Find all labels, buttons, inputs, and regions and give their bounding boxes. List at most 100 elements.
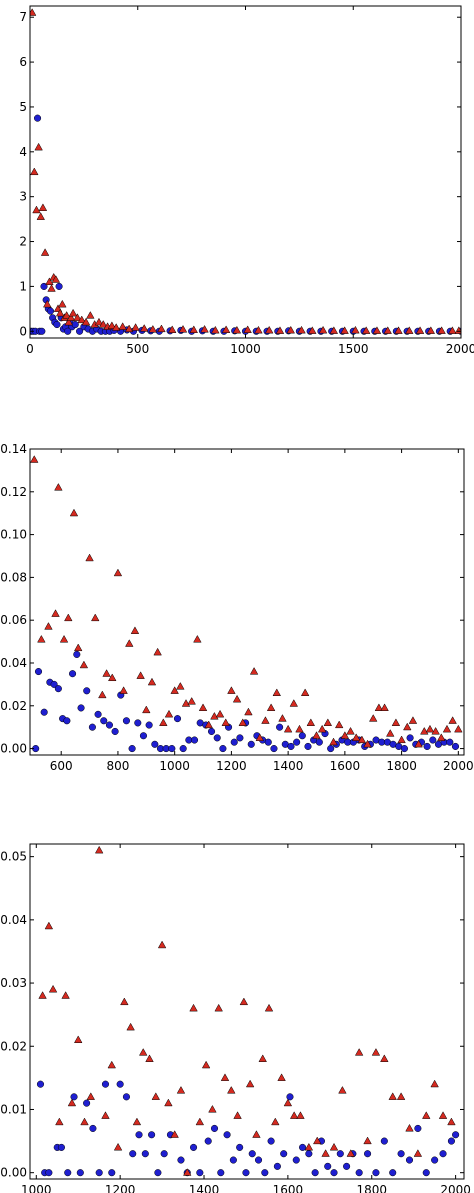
circle-point xyxy=(451,742,460,750)
triangle-point xyxy=(448,716,457,724)
triangle-point xyxy=(34,142,43,151)
triangle-point xyxy=(73,643,83,652)
triangle-point xyxy=(346,726,355,735)
x-tick-label: 1800 xyxy=(356,1183,387,1193)
plot-markers xyxy=(36,845,460,1177)
triangle-point xyxy=(374,703,384,711)
triangle-point xyxy=(64,317,74,326)
plot-frame xyxy=(29,843,465,1180)
triangle-point xyxy=(176,1085,186,1094)
x-tick-label: 1000 xyxy=(159,759,190,773)
triangle-point xyxy=(420,726,429,735)
triangle-point xyxy=(278,714,287,722)
circle-point xyxy=(53,320,61,329)
circle-point xyxy=(431,1156,439,1164)
triangle-point xyxy=(391,718,401,726)
triangle-point xyxy=(30,455,39,463)
circle-point xyxy=(423,742,431,750)
y-tick-label: 0.03 xyxy=(0,976,27,990)
triangle-point xyxy=(403,722,412,731)
triangle-point xyxy=(396,1092,406,1100)
triangle-point xyxy=(126,1022,135,1031)
triangle-point xyxy=(244,707,253,716)
circle-point xyxy=(343,1162,351,1170)
y-tick-label: 0 xyxy=(19,324,27,338)
y-tick-label: 0.04 xyxy=(0,913,27,927)
triangle-point xyxy=(47,284,56,292)
triangle-point xyxy=(107,1060,116,1069)
triangle-point xyxy=(255,733,264,741)
circle-point xyxy=(83,1099,91,1107)
triangle-series xyxy=(30,8,461,334)
circle-series xyxy=(30,114,461,335)
triangle-point xyxy=(232,694,242,703)
circle-point xyxy=(264,738,272,746)
triangle-point xyxy=(405,326,414,334)
circle-point xyxy=(46,307,55,315)
triangle-point xyxy=(431,726,440,735)
circle-point xyxy=(64,1169,72,1177)
triangle-point xyxy=(159,718,168,726)
chart-panel-3: 1000 1200 1400 1600 1800 2000 0.00 0.01 0.02 0.03… xyxy=(0,843,471,1193)
triangle-point xyxy=(73,1035,83,1043)
circle-point xyxy=(400,745,408,753)
plot-frame xyxy=(29,5,462,339)
triangle-point xyxy=(164,1098,173,1107)
circle-point xyxy=(276,723,284,731)
triangle-point xyxy=(442,724,452,733)
circle-point xyxy=(57,1143,66,1151)
circle-point xyxy=(83,687,91,695)
triangle-point xyxy=(198,703,208,711)
triangle-point xyxy=(264,1003,274,1012)
circle-point xyxy=(73,650,81,658)
circle-point xyxy=(330,1169,338,1177)
circle-point xyxy=(236,1143,244,1151)
triangle-point xyxy=(153,647,162,656)
triangle-series xyxy=(30,455,463,748)
triangle-point xyxy=(426,326,436,334)
circle-point xyxy=(270,745,278,753)
triangle-point xyxy=(388,1092,397,1100)
y-tick-label: 0.08 xyxy=(0,570,27,584)
circle-point xyxy=(129,1150,137,1158)
y-tick-label: 0.10 xyxy=(0,528,27,542)
triangle-point xyxy=(38,203,48,211)
triangle-point xyxy=(132,1117,142,1126)
triangle-point xyxy=(195,1117,205,1126)
triangle-point xyxy=(346,1149,356,1157)
x-tick-label: 1200 xyxy=(216,759,247,773)
plot-frame xyxy=(29,448,465,756)
triangle-point xyxy=(204,720,213,729)
circle-point xyxy=(355,1169,363,1177)
circle-point xyxy=(45,1169,53,1177)
triangle-point xyxy=(252,1130,261,1138)
circle-point xyxy=(213,734,221,742)
circle-point xyxy=(315,738,323,746)
triangle-point xyxy=(340,326,349,334)
x-tick-label: 1400 xyxy=(273,759,304,773)
circle-point xyxy=(439,1150,447,1158)
plot-markers xyxy=(30,8,461,335)
triangle-point xyxy=(300,688,310,696)
y-tick-label: 0.12 xyxy=(0,485,27,499)
triangle-point xyxy=(295,724,304,733)
triangle-point xyxy=(36,212,45,220)
circle-point xyxy=(122,1093,130,1101)
x-tick-label: 1400 xyxy=(189,1183,220,1193)
triangle-point xyxy=(119,686,128,694)
x-tick-label: 2000 xyxy=(443,759,474,773)
triangle-point xyxy=(308,326,317,334)
circle-point xyxy=(95,1169,103,1177)
circle-point xyxy=(229,1156,237,1164)
triangle-point xyxy=(289,1111,299,1119)
triangle-point xyxy=(227,686,236,694)
triangle-point xyxy=(102,669,111,677)
circle-point xyxy=(148,1131,156,1139)
triangle-point xyxy=(38,991,47,999)
circle-point xyxy=(105,721,113,729)
triangle-point xyxy=(94,845,104,854)
triangle-point xyxy=(266,703,276,711)
triangle-point xyxy=(312,731,321,739)
circle-point xyxy=(248,1150,256,1158)
triangle-point xyxy=(148,324,158,333)
